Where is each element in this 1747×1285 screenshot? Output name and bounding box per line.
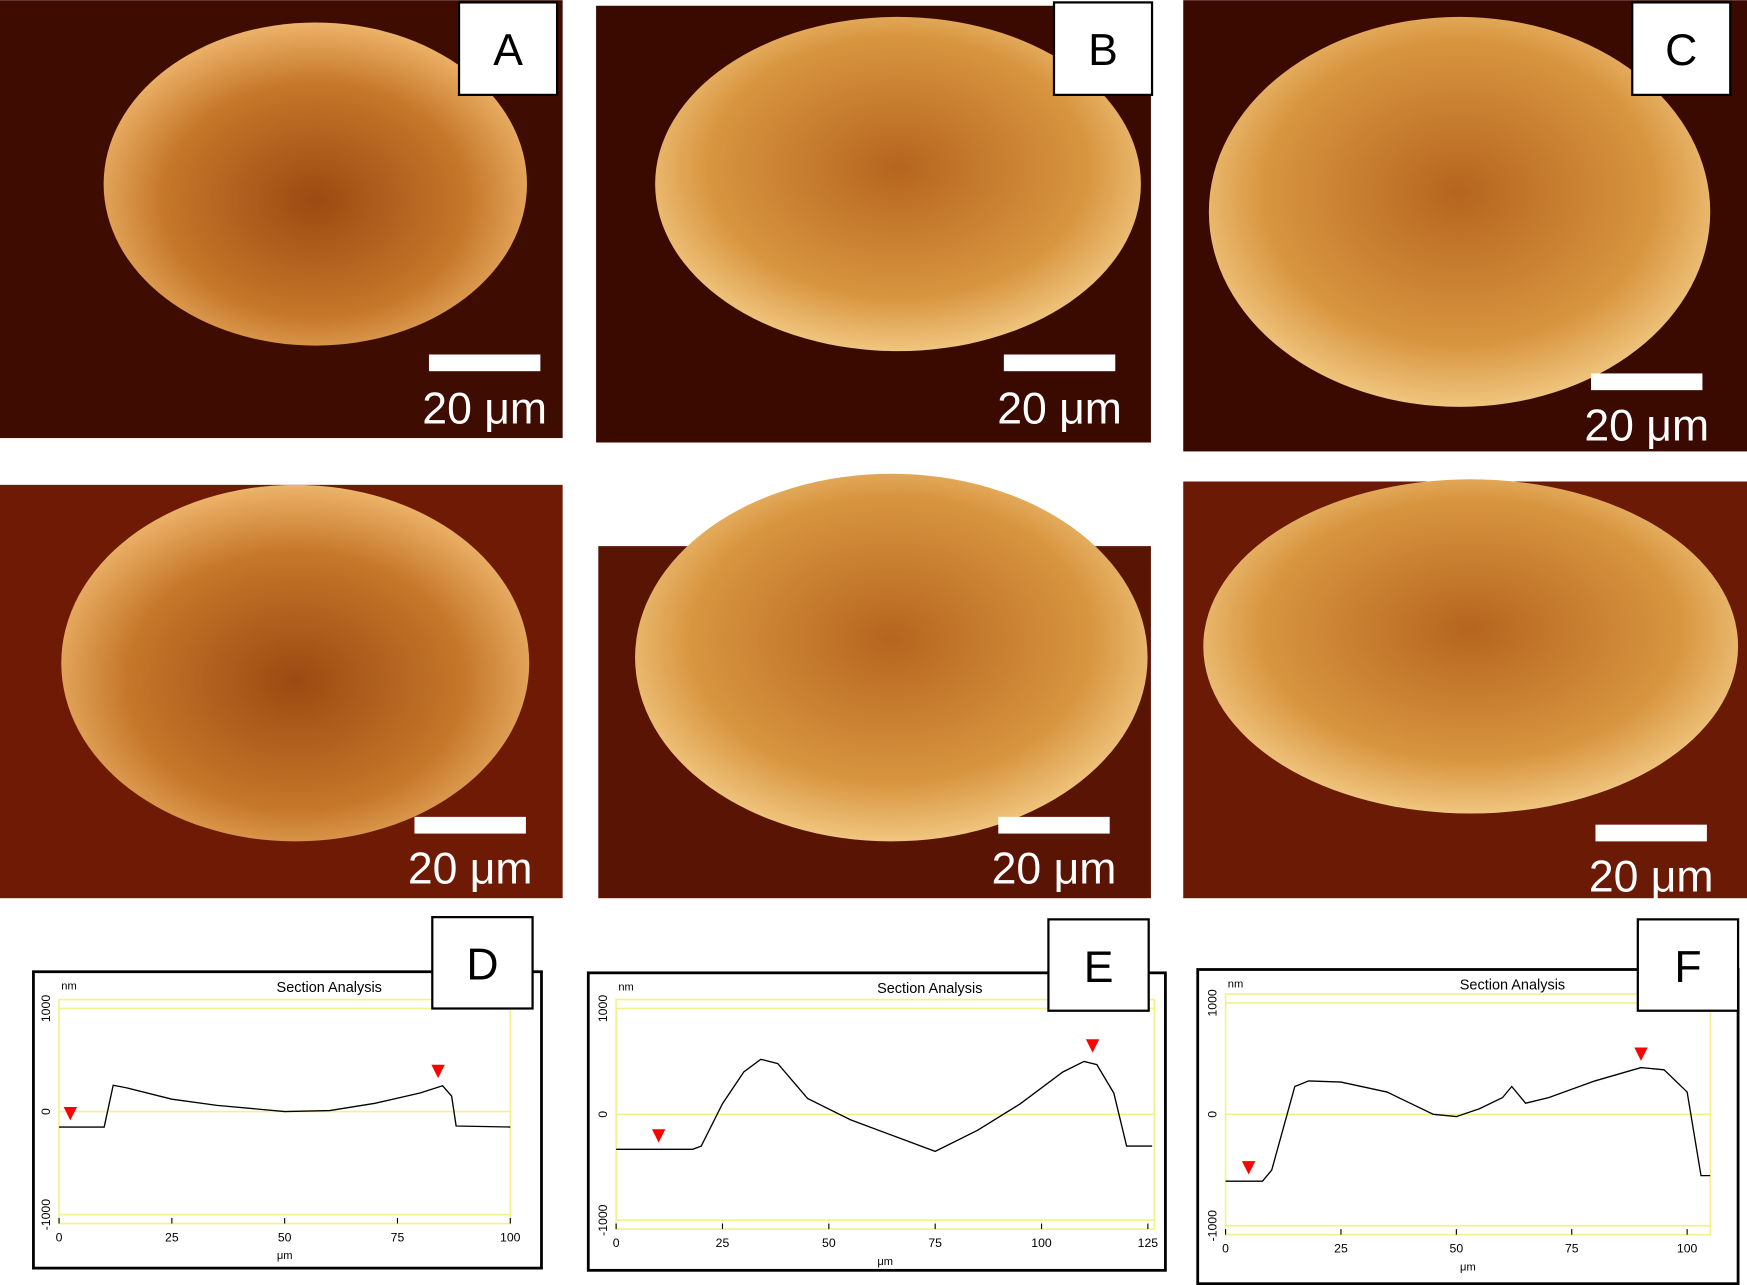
panel-label: D — [466, 941, 498, 990]
chart-title: Section Analysis — [877, 981, 982, 997]
scale-bar-label: 20 μm — [1589, 853, 1714, 902]
afm-cell — [61, 484, 530, 842]
section-marker — [1634, 1047, 1648, 1061]
y-tick-label: 1000 — [1206, 989, 1220, 1016]
scale-bar-label: 20 μm — [408, 845, 533, 894]
x-tick-label: 0 — [613, 1236, 620, 1250]
panel-label-box — [1047, 918, 1150, 1012]
panel-label-box — [457, 1, 559, 97]
section-marker — [651, 1129, 666, 1143]
scale-bar-label: 20 μm — [992, 845, 1117, 894]
y-tick-label: -1000 — [39, 1199, 53, 1231]
panel-label: A — [493, 26, 523, 75]
panel-label-box — [1631, 1, 1732, 97]
section-marker — [1085, 1039, 1100, 1053]
scale-bar — [1003, 354, 1116, 372]
afm-cell — [635, 473, 1148, 842]
y-tick-label: -1000 — [596, 1204, 610, 1236]
chart-frame — [1196, 968, 1740, 1285]
y-unit: nm — [61, 981, 76, 993]
x-tick-label: 75 — [928, 1236, 942, 1250]
x-tick-label: 75 — [391, 1230, 405, 1244]
y-tick-label: 0 — [39, 1108, 53, 1115]
scale-bar — [1591, 373, 1703, 391]
chart-title: Section Analysis — [1460, 978, 1565, 994]
scale-bar-label: 20 μm — [997, 385, 1122, 434]
panel-label-box — [431, 916, 534, 1010]
panel-label-box — [1052, 1, 1154, 97]
x-axis-label: μm — [1460, 1261, 1476, 1273]
y-tick-label: 0 — [1206, 1111, 1220, 1118]
x-tick-label: 25 — [165, 1230, 179, 1244]
scale-bar — [414, 816, 526, 834]
x-tick-label: 25 — [716, 1236, 730, 1250]
afm-cell — [1208, 16, 1711, 407]
y-tick-label: -1000 — [1206, 1210, 1220, 1242]
profile-line — [616, 1058, 1153, 1153]
scale-bar-label: 20 μm — [422, 385, 547, 434]
profile-line — [1225, 1066, 1711, 1182]
panel-label: B — [1088, 26, 1118, 75]
section-marker — [63, 1106, 78, 1121]
x-tick-label: 100 — [500, 1230, 521, 1244]
panel-label: E — [1084, 943, 1114, 992]
x-tick-label: 75 — [1565, 1242, 1579, 1256]
y-unit: nm — [618, 982, 633, 994]
section-marker — [1241, 1161, 1256, 1175]
panel-label: F — [1674, 943, 1701, 992]
x-tick-label: 50 — [278, 1230, 292, 1244]
y-tick-label: 1000 — [596, 995, 610, 1022]
x-tick-label: 125 — [1138, 1236, 1159, 1250]
x-tick-label: 100 — [1677, 1242, 1698, 1256]
afm-cell — [1203, 479, 1739, 814]
y-tick-label: 0 — [596, 1111, 610, 1118]
x-tick-label: 0 — [56, 1230, 63, 1244]
x-tick-label: 100 — [1031, 1236, 1052, 1250]
chart-title: Section Analysis — [277, 980, 382, 996]
scale-bar — [428, 354, 541, 372]
x-tick-label: 50 — [1450, 1242, 1464, 1256]
chart-frame — [586, 971, 1167, 1272]
scale-bar — [998, 816, 1110, 834]
panel-label-box — [1636, 918, 1740, 1012]
afm-cell — [655, 16, 1141, 352]
y-unit: nm — [1228, 978, 1243, 990]
x-tick-label: 0 — [1222, 1242, 1229, 1256]
x-tick-label: 50 — [822, 1236, 836, 1250]
y-tick-label: 1000 — [39, 995, 53, 1022]
chart-frame — [32, 970, 543, 1270]
profile-line — [59, 1084, 511, 1128]
x-axis-label: μm — [277, 1250, 293, 1262]
x-tick-label: 25 — [1334, 1242, 1348, 1256]
afm-cell — [103, 22, 527, 346]
panel-label: C — [1665, 26, 1697, 75]
x-axis-label: μm — [877, 1256, 893, 1268]
scale-bar-label: 20 μm — [1584, 401, 1709, 450]
section-marker — [431, 1064, 445, 1079]
scale-bar — [1595, 824, 1707, 842]
